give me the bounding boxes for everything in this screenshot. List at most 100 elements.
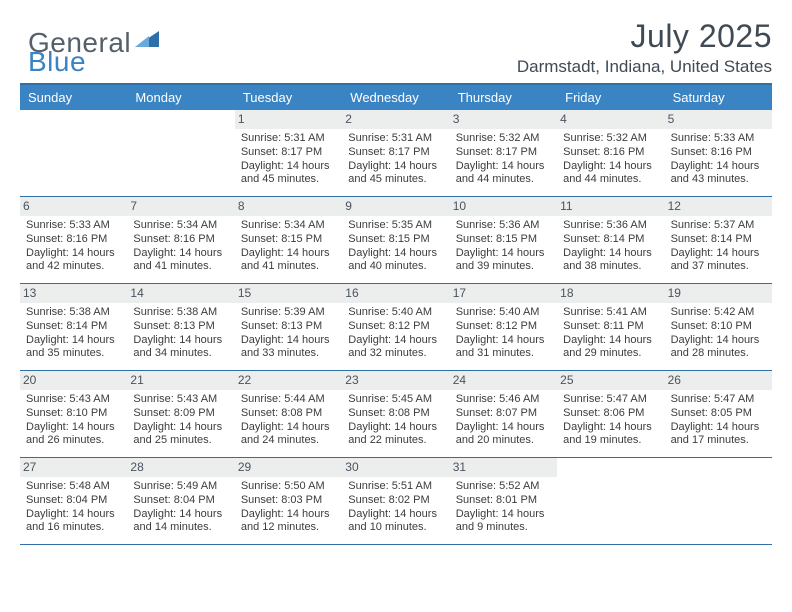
day-number: 17 xyxy=(450,284,557,303)
sunset-line: Sunset: 8:10 PM xyxy=(26,407,121,421)
daylight-line: Daylight: 14 hours xyxy=(133,334,228,348)
sunrise-line: Sunrise: 5:40 AM xyxy=(456,306,551,320)
daylight-line2: and 35 minutes. xyxy=(26,347,121,361)
daylight-line2: and 12 minutes. xyxy=(241,521,336,535)
sunrise-line: Sunrise: 5:49 AM xyxy=(133,480,228,494)
sunrise-line: Sunrise: 5:31 AM xyxy=(348,132,443,146)
daylight-line2: and 44 minutes. xyxy=(456,173,551,187)
day-cell: 21Sunrise: 5:43 AMSunset: 8:09 PMDayligh… xyxy=(127,371,234,457)
day-number: 3 xyxy=(450,110,557,129)
sunrise-line: Sunrise: 5:37 AM xyxy=(671,219,766,233)
daylight-line: Daylight: 14 hours xyxy=(671,160,766,174)
day-number: 10 xyxy=(450,197,557,216)
sunset-line: Sunset: 8:08 PM xyxy=(348,407,443,421)
daylight-line: Daylight: 14 hours xyxy=(563,421,658,435)
sunset-line: Sunset: 8:04 PM xyxy=(26,494,121,508)
day-number: 6 xyxy=(20,197,127,216)
daylight-line: Daylight: 14 hours xyxy=(456,247,551,261)
day-header: Thursday xyxy=(450,85,557,110)
week-row: 20Sunrise: 5:43 AMSunset: 8:10 PMDayligh… xyxy=(20,370,772,457)
day-cell: 10 Sunrise: 5:36 AMSunset: 8:15 PMDayligh… xyxy=(450,197,557,283)
daylight-line2: and 44 minutes. xyxy=(563,173,658,187)
daylight-line: Daylight: 14 hours xyxy=(241,508,336,522)
day-cell: 24Sunrise: 5:46 AMSunset: 8:07 PMDayligh… xyxy=(450,371,557,457)
sunset-line: Sunset: 8:03 PM xyxy=(241,494,336,508)
day-cell: . xyxy=(20,110,127,196)
day-number: 16 xyxy=(342,284,449,303)
sunrise-line: Sunrise: 5:35 AM xyxy=(348,219,443,233)
daylight-line2: and 25 minutes. xyxy=(133,434,228,448)
sunrise-line: Sunrise: 5:43 AM xyxy=(26,393,121,407)
sunrise-line: Sunrise: 5:47 AM xyxy=(563,393,658,407)
daylight-line: Daylight: 14 hours xyxy=(563,334,658,348)
daylight-line: Daylight: 14 hours xyxy=(563,247,658,261)
daylight-line: Daylight: 14 hours xyxy=(456,508,551,522)
day-number: 1 xyxy=(235,110,342,129)
sunset-line: Sunset: 8:05 PM xyxy=(671,407,766,421)
daylight-line2: and 9 minutes. xyxy=(456,521,551,535)
day-cell: 16Sunrise: 5:40 AMSunset: 8:12 PMDayligh… xyxy=(342,284,449,370)
day-number: 9 xyxy=(342,197,449,216)
day-number: 26 xyxy=(665,371,772,390)
day-number: 12 xyxy=(665,197,772,216)
day-cell: 15Sunrise: 5:39 AMSunset: 8:13 PMDayligh… xyxy=(235,284,342,370)
day-number: 15 xyxy=(235,284,342,303)
sunset-line: Sunset: 8:15 PM xyxy=(456,233,551,247)
day-header: Wednesday xyxy=(342,85,449,110)
week-row: ..1Sunrise: 5:31 AMSunset: 8:17 PMDaylig… xyxy=(20,110,772,196)
sunrise-line: Sunrise: 5:50 AM xyxy=(241,480,336,494)
day-cell: 12Sunrise: 5:37 AMSunset: 8:14 PMDayligh… xyxy=(665,197,772,283)
sunset-line: Sunset: 8:14 PM xyxy=(563,233,658,247)
day-cell: 13Sunrise: 5:38 AMSunset: 8:14 PMDayligh… xyxy=(20,284,127,370)
daylight-line: Daylight: 14 hours xyxy=(241,247,336,261)
day-number: 19 xyxy=(665,284,772,303)
header: General July 2025 Darmstadt, Indiana, Un… xyxy=(20,18,772,77)
daylight-line: Daylight: 14 hours xyxy=(133,508,228,522)
day-cell: 2Sunrise: 5:31 AMSunset: 8:17 PMDaylight… xyxy=(342,110,449,196)
sunrise-line: Sunrise: 5:52 AM xyxy=(456,480,551,494)
daylight-line: Daylight: 14 hours xyxy=(456,334,551,348)
day-cell: 18Sunrise: 5:41 AMSunset: 8:11 PMDayligh… xyxy=(557,284,664,370)
daylight-line2: and 26 minutes. xyxy=(26,434,121,448)
day-cell: 14Sunrise: 5:38 AMSunset: 8:13 PMDayligh… xyxy=(127,284,234,370)
daylight-line: Daylight: 14 hours xyxy=(26,508,121,522)
day-cell: 6Sunrise: 5:33 AMSunset: 8:16 PMDaylight… xyxy=(20,197,127,283)
sunset-line: Sunset: 8:12 PM xyxy=(348,320,443,334)
sunset-line: Sunset: 8:07 PM xyxy=(456,407,551,421)
daylight-line2: and 22 minutes. xyxy=(348,434,443,448)
daylight-line: Daylight: 14 hours xyxy=(348,508,443,522)
daylight-line2: and 16 minutes. xyxy=(26,521,121,535)
daylight-line: Daylight: 14 hours xyxy=(26,334,121,348)
day-cell: . xyxy=(665,458,772,544)
sunrise-line: Sunrise: 5:38 AM xyxy=(26,306,121,320)
day-cell: 20Sunrise: 5:43 AMSunset: 8:10 PMDayligh… xyxy=(20,371,127,457)
daylight-line: Daylight: 14 hours xyxy=(671,421,766,435)
daylight-line2: and 19 minutes. xyxy=(563,434,658,448)
day-number: 8 xyxy=(235,197,342,216)
sunrise-line: Sunrise: 5:41 AM xyxy=(563,306,658,320)
sunrise-line: Sunrise: 5:36 AM xyxy=(563,219,658,233)
day-number: 25 xyxy=(557,371,664,390)
day-header: Saturday xyxy=(665,85,772,110)
sunset-line: Sunset: 8:09 PM xyxy=(133,407,228,421)
daylight-line2: and 33 minutes. xyxy=(241,347,336,361)
daylight-line: Daylight: 14 hours xyxy=(133,421,228,435)
daylight-line: Daylight: 14 hours xyxy=(241,421,336,435)
day-header: Monday xyxy=(127,85,234,110)
day-number: 31 xyxy=(450,458,557,477)
day-number: 11 xyxy=(557,197,664,216)
day-number: 14 xyxy=(127,284,234,303)
daylight-line: Daylight: 14 hours xyxy=(456,421,551,435)
day-number: 13 xyxy=(20,284,127,303)
day-number: 4 xyxy=(557,110,664,129)
sunrise-line: Sunrise: 5:34 AM xyxy=(241,219,336,233)
sunrise-line: Sunrise: 5:46 AM xyxy=(456,393,551,407)
sunset-line: Sunset: 8:01 PM xyxy=(456,494,551,508)
daylight-line: Daylight: 14 hours xyxy=(348,334,443,348)
sunrise-line: Sunrise: 5:36 AM xyxy=(456,219,551,233)
sunset-line: Sunset: 8:16 PM xyxy=(563,146,658,160)
sunset-line: Sunset: 8:13 PM xyxy=(133,320,228,334)
daylight-line2: and 41 minutes. xyxy=(133,260,228,274)
daylight-line: Daylight: 14 hours xyxy=(348,247,443,261)
daylight-line2: and 20 minutes. xyxy=(456,434,551,448)
